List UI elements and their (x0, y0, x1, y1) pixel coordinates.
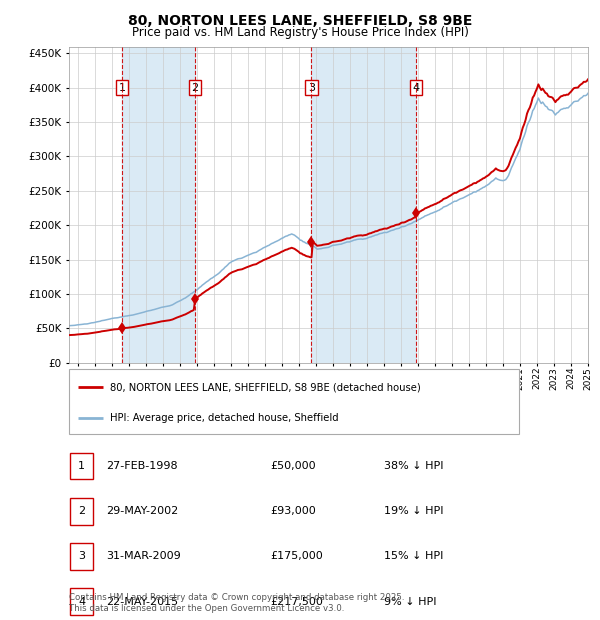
Text: 38% ↓ HPI: 38% ↓ HPI (384, 461, 443, 471)
Text: 2: 2 (78, 506, 85, 516)
Text: 9% ↓ HPI: 9% ↓ HPI (384, 596, 437, 607)
Text: 3: 3 (308, 82, 315, 92)
Text: 31-MAR-2009: 31-MAR-2009 (106, 551, 181, 562)
FancyBboxPatch shape (70, 498, 93, 525)
Text: 22-MAY-2015: 22-MAY-2015 (106, 596, 178, 607)
Text: 1: 1 (119, 82, 125, 92)
Text: 4: 4 (412, 82, 419, 92)
Bar (311, 46, 416, 363)
Text: 15% ↓ HPI: 15% ↓ HPI (384, 551, 443, 562)
Text: 27-FEB-1998: 27-FEB-1998 (106, 461, 178, 471)
FancyBboxPatch shape (70, 588, 93, 615)
Text: £50,000: £50,000 (270, 461, 316, 471)
FancyBboxPatch shape (70, 543, 93, 570)
FancyBboxPatch shape (69, 369, 519, 434)
Text: Contains HM Land Registry data © Crown copyright and database right 2025.
This d: Contains HM Land Registry data © Crown c… (69, 593, 404, 613)
Text: 4: 4 (78, 596, 85, 607)
FancyBboxPatch shape (70, 453, 93, 479)
Text: £93,000: £93,000 (270, 506, 316, 516)
Bar (122, 46, 195, 363)
Text: 3: 3 (78, 551, 85, 562)
Text: 80, NORTON LEES LANE, SHEFFIELD, S8 9BE (detached house): 80, NORTON LEES LANE, SHEFFIELD, S8 9BE … (110, 382, 420, 392)
Text: 29-MAY-2002: 29-MAY-2002 (106, 506, 178, 516)
Text: £217,500: £217,500 (270, 596, 323, 607)
Text: 19% ↓ HPI: 19% ↓ HPI (384, 506, 443, 516)
Text: 2: 2 (191, 82, 199, 92)
Text: 1: 1 (78, 461, 85, 471)
Text: HPI: Average price, detached house, Sheffield: HPI: Average price, detached house, Shef… (110, 413, 338, 423)
Text: 80, NORTON LEES LANE, SHEFFIELD, S8 9BE: 80, NORTON LEES LANE, SHEFFIELD, S8 9BE (128, 14, 472, 28)
Text: Price paid vs. HM Land Registry's House Price Index (HPI): Price paid vs. HM Land Registry's House … (131, 26, 469, 39)
Text: £175,000: £175,000 (270, 551, 323, 562)
